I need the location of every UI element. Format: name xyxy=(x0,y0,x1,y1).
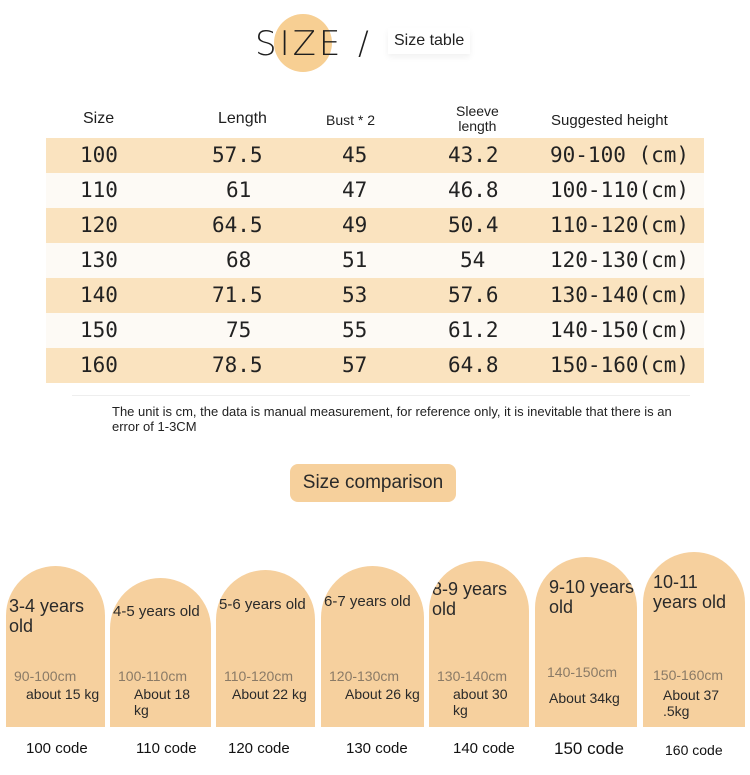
card-height: 130-140cm xyxy=(437,668,508,684)
table-row: 130 68 51 54 120-130(cm) xyxy=(46,243,704,278)
cell-height: 120-130(cm) xyxy=(550,248,690,272)
cell-size: 160 xyxy=(80,353,118,377)
header-size: Size xyxy=(83,110,115,127)
size-code-110: 110 code xyxy=(136,740,197,757)
size-card-110: 4-5 years old 100-110cm About 18 kg xyxy=(110,578,211,727)
card-age: 10-11 years old xyxy=(653,572,727,612)
size-card-130: 6-7 years old 120-130cm About 26 kg xyxy=(321,566,424,727)
size-comparison-label: Size comparison xyxy=(290,464,456,502)
size-card-160: 10-11 years old 150-160cm About 37 .5kg xyxy=(643,552,745,727)
card-age: 5-6 years old xyxy=(219,596,306,613)
title-divider: / xyxy=(358,24,369,62)
cell-bust: 53 xyxy=(342,283,368,307)
size-card-120: 5-6 years old 110-120cm About 22 kg xyxy=(216,570,315,727)
card-weight: About 37 .5kg xyxy=(663,687,720,719)
cell-size: 100 xyxy=(80,143,118,167)
size-card-140: 8-9 years old 130-140cm about 30 kg xyxy=(429,561,529,727)
card-weight: About 18 kg xyxy=(134,686,191,718)
measurement-note: The unit is cm, the data is manual measu… xyxy=(112,404,672,434)
card-weight: about 30 kg xyxy=(453,686,508,718)
cell-height: 140-150(cm) xyxy=(550,318,690,342)
header-length: Length xyxy=(218,110,267,127)
size-code-160: 160 code xyxy=(665,742,723,758)
table-row: 140 71.5 53 57.6 130-140(cm) xyxy=(46,278,704,313)
cell-length: 61 xyxy=(226,178,252,202)
cell-bust: 45 xyxy=(342,143,368,167)
header-sleeve-line2: length xyxy=(458,118,497,134)
card-weight: About 22 kg xyxy=(232,686,307,702)
cell-bust: 57 xyxy=(342,353,368,377)
table-row: 160 78.5 57 64.8 150-160(cm) xyxy=(46,348,704,383)
table-row: 150 75 55 61.2 140-150(cm) xyxy=(46,313,704,348)
size-code-150: 150 code xyxy=(554,739,624,758)
card-age: 6-7 years old xyxy=(324,593,411,610)
card-height: 150-160cm xyxy=(653,667,724,683)
card-height: 140-150cm xyxy=(547,664,618,680)
card-weight: about 15 kg xyxy=(26,686,100,702)
size-card-150: 9-10 years old 140-150cm About 34kg xyxy=(535,557,637,727)
cell-size: 120 xyxy=(80,213,118,237)
cell-length: 68 xyxy=(226,248,252,272)
cell-size: 140 xyxy=(80,283,118,307)
cell-sleeve: 61.2 xyxy=(448,318,499,342)
header-suggested-height: Suggested height xyxy=(551,112,668,129)
size-table: 100 57.5 45 43.2 90-100 (cm) 110 61 47 4… xyxy=(46,138,704,383)
cell-sleeve: 50.4 xyxy=(448,213,499,237)
size-code-120: 120 code xyxy=(228,740,290,757)
cell-size: 110 xyxy=(80,178,118,202)
size-card-100: 3-4 years old 90-100cm about 15 kg xyxy=(6,566,105,727)
cell-height: 110-120(cm) xyxy=(550,213,690,237)
header-sleeve-length: Sleeve length xyxy=(456,104,499,134)
card-weight: About 26 kg xyxy=(345,686,420,702)
cell-length: 71.5 xyxy=(212,283,263,307)
cell-length: 75 xyxy=(226,318,252,342)
cell-bust: 55 xyxy=(342,318,368,342)
table-row: 120 64.5 49 50.4 110-120(cm) xyxy=(46,208,704,243)
size-code-100: 100 code xyxy=(26,740,88,757)
cell-height: 130-140(cm) xyxy=(550,283,690,307)
card-age: 9-10 years old xyxy=(549,577,635,617)
table-row: 100 57.5 45 43.2 90-100 (cm) xyxy=(46,138,704,173)
cell-bust: 49 xyxy=(342,213,368,237)
cell-length: 64.5 xyxy=(212,213,263,237)
card-age: 8-9 years old xyxy=(432,579,508,619)
size-code-130: 130 code xyxy=(346,740,408,757)
card-age: 4-5 years old xyxy=(113,603,200,620)
header-bust: Bust * 2 xyxy=(326,112,376,128)
size-code-140: 140 code xyxy=(453,740,515,757)
cell-sleeve: 64.8 xyxy=(448,353,499,377)
title-accent-circle xyxy=(274,14,332,72)
table-divider xyxy=(72,395,690,396)
cell-sleeve: 43.2 xyxy=(448,143,499,167)
header-sleeve-line1: Sleeve xyxy=(456,103,499,119)
card-height: 120-130cm xyxy=(329,668,400,684)
cell-size: 130 xyxy=(80,248,118,272)
cell-height: 100-110(cm) xyxy=(550,178,690,202)
cell-size: 150 xyxy=(80,318,118,342)
cell-sleeve: 57.6 xyxy=(448,283,499,307)
cell-height: 150-160(cm) xyxy=(550,353,690,377)
card-age: 3-4 years old xyxy=(9,596,85,636)
cell-sleeve: 46.8 xyxy=(448,178,499,202)
cell-sleeve: 54 xyxy=(460,248,486,272)
cell-height: 90-100 (cm) xyxy=(550,143,690,167)
cell-bust: 51 xyxy=(342,248,368,272)
card-weight: About 34kg xyxy=(549,690,620,706)
size-table-header: Size Length Bust * 2 Sleeve length Sugge… xyxy=(46,100,706,136)
card-height: 110-120cm xyxy=(224,668,294,684)
cell-bust: 47 xyxy=(342,178,368,202)
cell-length: 78.5 xyxy=(212,353,263,377)
card-height: 90-100cm xyxy=(14,668,77,684)
page-title: SIZE xyxy=(255,24,344,64)
table-row: 110 61 47 46.8 100-110(cm) xyxy=(46,173,704,208)
cell-length: 57.5 xyxy=(212,143,263,167)
card-height: 100-110cm xyxy=(118,668,188,684)
page-subtitle: Size table xyxy=(388,28,471,54)
